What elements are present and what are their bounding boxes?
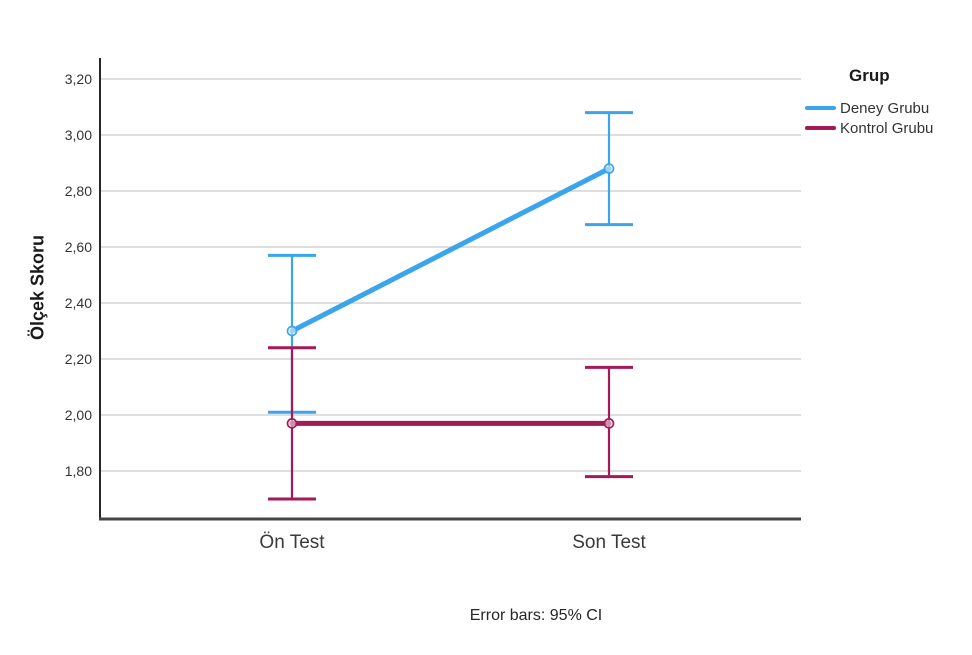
x-category-label: Ön Test <box>259 532 325 553</box>
legend-item-label: Deney Grubu <box>840 99 930 117</box>
y-tick-label: 2,60 <box>64 239 92 255</box>
y-tick-label: 3,00 <box>64 127 92 143</box>
x-category-label: Son Test <box>572 532 646 553</box>
data-point-marker <box>603 163 615 174</box>
y-tick-label: 2,40 <box>64 295 92 311</box>
y-axis-title: Ölçek Skoru <box>27 234 48 341</box>
y-tick-label: 2,00 <box>64 407 92 423</box>
error-bars-caption: Error bars: 95% CI <box>469 607 603 624</box>
data-point-marker <box>286 325 298 337</box>
y-tick-label: 1,80 <box>64 463 92 479</box>
data-point-marker <box>286 418 298 429</box>
legend-item-label: Kontrol Grubu <box>840 119 934 137</box>
legend-items: Deney Grubu Kontrol Grubu <box>805 98 970 138</box>
series-line <box>289 166 612 334</box>
y-tick-label: 2,20 <box>64 351 92 367</box>
legend-item: Deney Grubu <box>805 98 970 118</box>
data-point-marker <box>603 418 615 429</box>
legend-swatch-line <box>805 106 836 110</box>
y-tick-label: 3,20 <box>64 71 92 87</box>
legend-swatch-line <box>805 126 836 130</box>
legend-item: Kontrol Grubu <box>805 118 970 138</box>
legend: Grup Deney Grubu Kontrol Grubu <box>805 66 970 138</box>
y-tick-label: 2,80 <box>64 183 92 199</box>
legend-title: Grup <box>849 66 890 85</box>
